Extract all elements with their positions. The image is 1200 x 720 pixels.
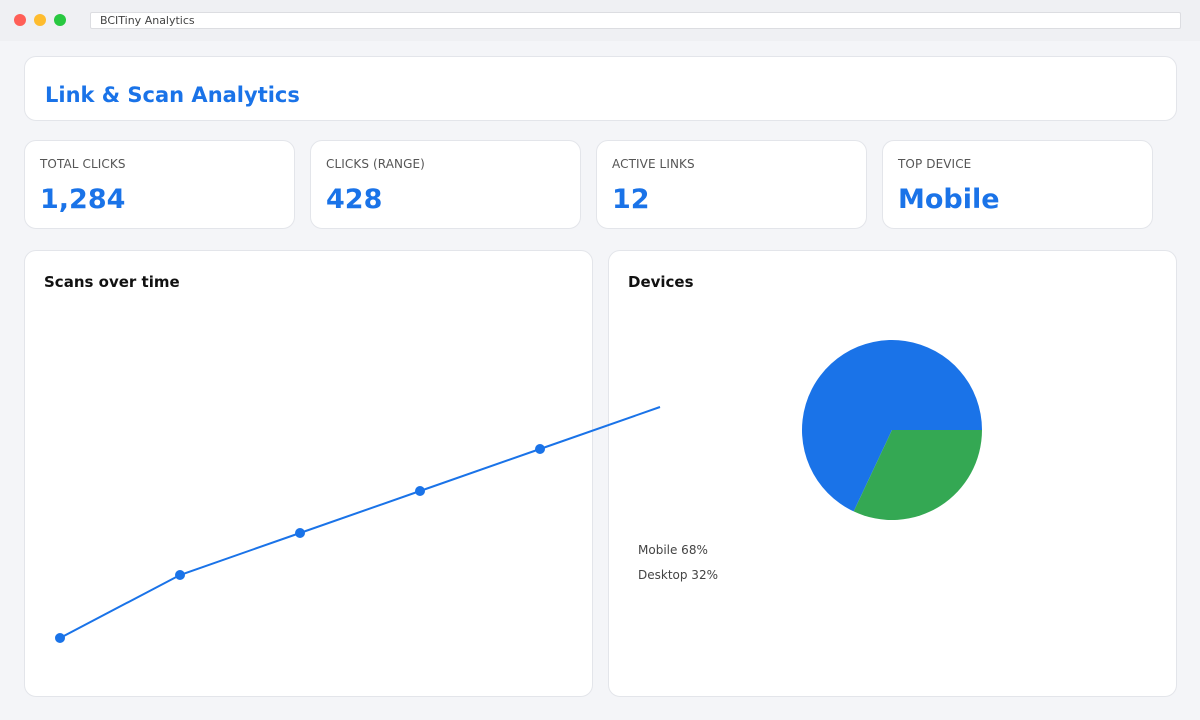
stat-value: 1,284	[40, 184, 126, 215]
panel-title: Devices	[628, 273, 694, 291]
stat-label: TOTAL CLICKS	[40, 157, 126, 171]
stat-value: 12	[612, 184, 650, 215]
data-point-2	[175, 570, 185, 580]
stat-label: ACTIVE LINKS	[612, 157, 695, 171]
legend-item-desktop: Desktop 32%	[638, 568, 718, 582]
scans-over-time-panel: Scans over time	[24, 250, 593, 697]
window-titlebar: BCITiny Analytics	[0, 0, 1200, 41]
pie-slice-desktop	[853, 430, 982, 521]
legend-item-mobile: Mobile 68%	[638, 543, 708, 557]
data-point-3	[295, 528, 305, 538]
data-point-4	[415, 486, 425, 496]
panel-title: Scans over time	[44, 273, 180, 291]
page-title: Link & Scan Analytics	[45, 83, 300, 107]
stat-label: TOP DEVICE	[898, 157, 972, 171]
data-point-5	[535, 444, 545, 454]
stat-card-top-device: TOP DEVICE Mobile	[882, 140, 1153, 229]
data-point-1	[55, 633, 65, 643]
stat-card-active-links: ACTIVE LINKS 12	[596, 140, 867, 229]
series-line	[59, 406, 661, 639]
close-window-button[interactable]	[14, 14, 26, 26]
stat-card-total-clicks: TOTAL CLICKS 1,284	[24, 140, 295, 229]
maximize-window-button[interactable]	[54, 14, 66, 26]
stat-value: 428	[326, 184, 383, 215]
stat-card-clicks-range: CLICKS (RANGE) 428	[310, 140, 581, 229]
header-card: Link & Scan Analytics	[24, 56, 1177, 121]
address-bar[interactable]: BCITiny Analytics	[90, 12, 1181, 29]
pie-slice-mobile	[802, 340, 982, 512]
stat-label: CLICKS (RANGE)	[326, 157, 425, 171]
stat-value: Mobile	[898, 184, 1000, 215]
minimize-window-button[interactable]	[34, 14, 46, 26]
